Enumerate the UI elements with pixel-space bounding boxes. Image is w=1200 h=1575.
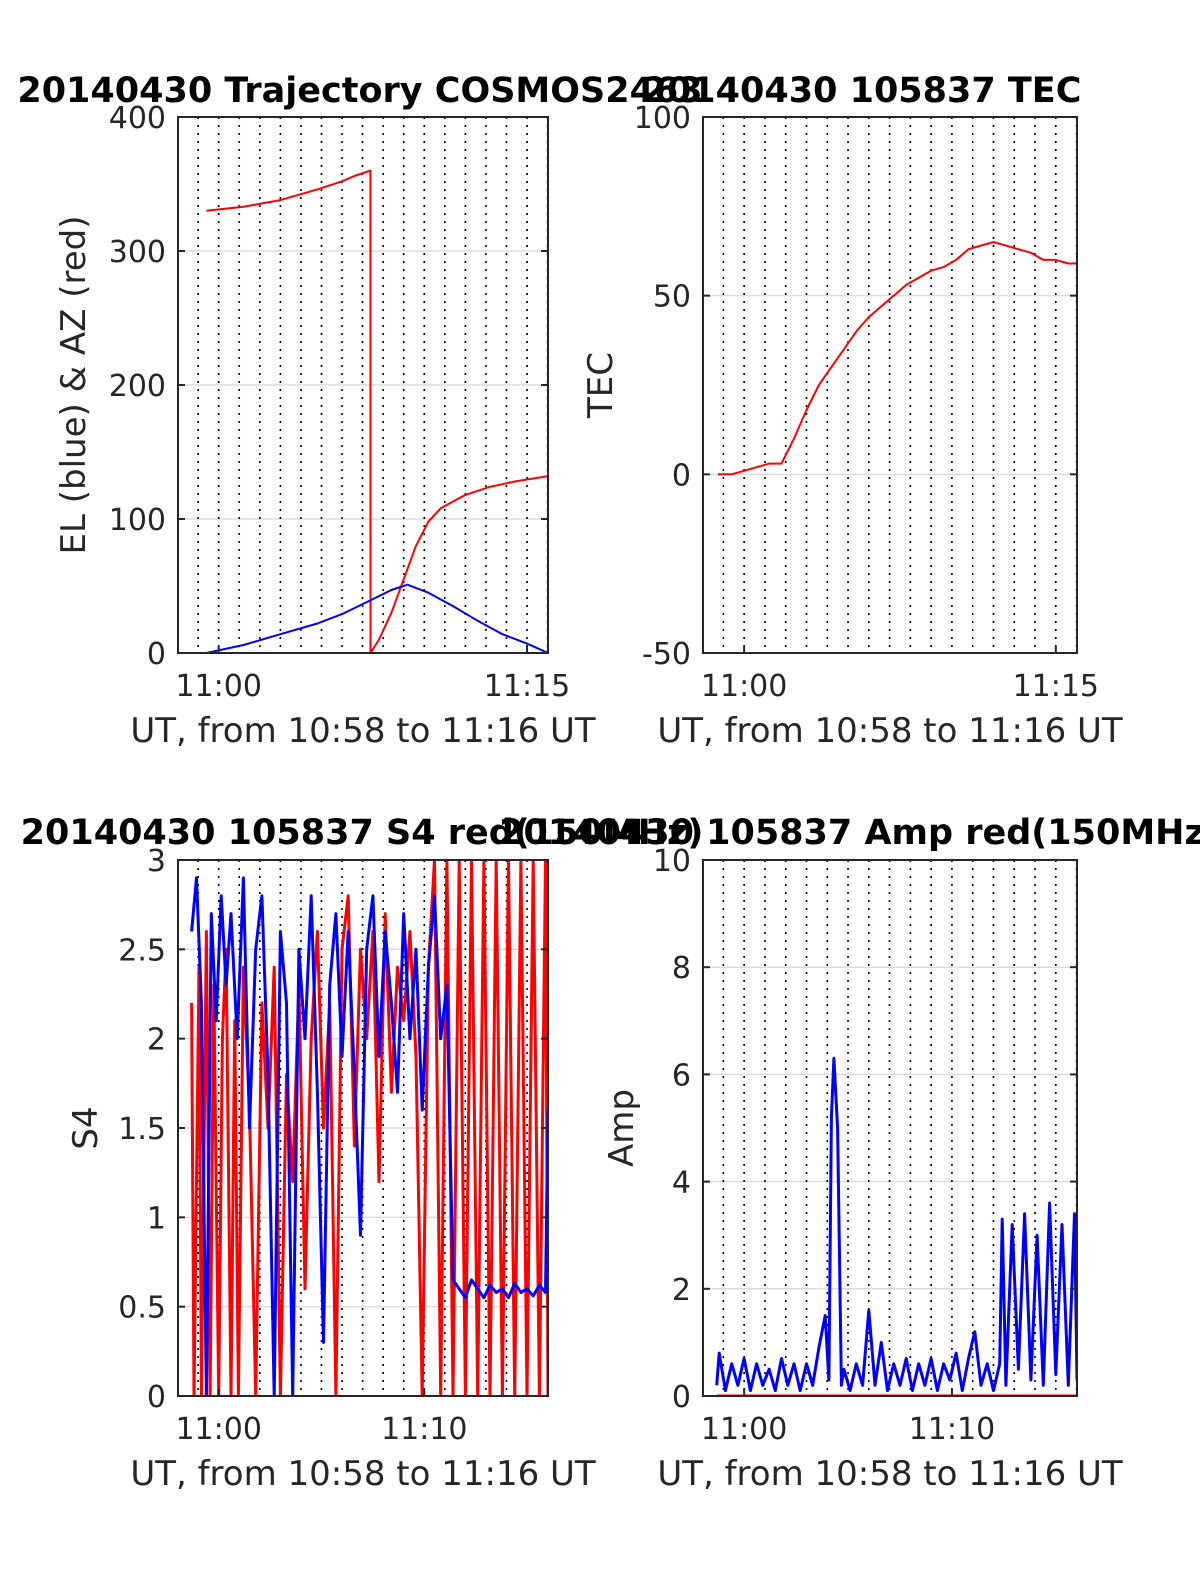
s4-title: 20140430 105837 S4 red(150MHz) <box>21 813 704 853</box>
trajectory-xlabel: UT, from 10:58 to 11:16 UT <box>130 711 596 751</box>
amp-ytick-label: 2 <box>672 1273 691 1308</box>
tec-ytick-label: 0 <box>672 458 691 493</box>
tec-series-0-line <box>718 241 1077 476</box>
s4-series-0-line <box>190 860 548 1396</box>
trajectory-ytick-label: 100 <box>109 503 166 538</box>
s4-xtick-label: 11:10 <box>381 1412 467 1447</box>
tec-axes-box <box>702 116 1078 654</box>
s4-ytick-label: 0.5 <box>118 1291 166 1326</box>
trajectory-series-1-line <box>206 583 548 653</box>
tec-ytick-label: 50 <box>653 280 691 315</box>
trajectory-ytick-label: 200 <box>109 369 166 404</box>
s4-panel: 0 0.5 1 1.5 2 2.5 3 11:00 11:10 UT, from 10:58 to… <box>21 813 704 1494</box>
s4-ytick-label: 2 <box>147 1023 166 1058</box>
tec-ylabel: TEC <box>581 352 621 419</box>
tec-panel: -50 0 50 100 11:00 11:15 UT, from 10:58 to 11:… <box>581 71 1123 751</box>
trajectory-xtick-label: 11:00 <box>175 669 261 704</box>
amp-xtick-label: 11:00 <box>701 1412 787 1447</box>
trajectory-ytick-label: 0 <box>147 637 166 672</box>
trajectory-title: 20140430 Trajectory COSMOS2463 <box>17 71 702 111</box>
tec-title: 20140430 105837 TEC <box>643 71 1082 111</box>
tec-xlabel: UT, from 10:58 to 11:16 UT <box>657 711 1123 751</box>
s4-xtick-label: 11:00 <box>175 1412 261 1447</box>
trajectory-ytick-label: 300 <box>109 235 166 270</box>
s4-ytick-label: 2.5 <box>118 933 166 968</box>
s4-ytick-label: 1.5 <box>118 1112 166 1147</box>
amp-ytick-label: 6 <box>672 1058 691 1093</box>
trajectory-ylabel: EL (blue) & AZ (red) <box>54 215 94 554</box>
tec-ytick-label: 100 <box>634 101 691 136</box>
s4-ytick-label: 0 <box>147 1380 166 1415</box>
amp-ytick-label: 10 <box>653 844 691 879</box>
trajectory-series-0-line <box>206 169 548 653</box>
amp-axes-box <box>702 859 1078 1397</box>
amp-xtick-label: 11:10 <box>909 1412 995 1447</box>
trajectory-ytick-label: 400 <box>109 101 166 136</box>
s4-ylabel: S4 <box>66 1106 106 1149</box>
amp-title: 20140430 105837 Amp red(150MHz) <box>499 813 1200 853</box>
trajectory-panel: 0 100 200 300 400 11:00 11:15 UT, from 10:58 to… <box>17 71 702 751</box>
amp-xlabel: UT, from 10:58 to 11:16 UT <box>657 1454 1123 1494</box>
amp-ylabel: Amp <box>602 1089 642 1167</box>
amp-ytick-label: 8 <box>672 951 691 986</box>
trajectory-xtick-label: 11:15 <box>484 669 570 704</box>
s4-xlabel: UT, from 10:58 to 11:16 UT <box>130 1454 596 1494</box>
amp-ytick-label: 4 <box>672 1166 691 1201</box>
tec-xtick-label: 11:15 <box>1013 669 1099 704</box>
s4-ytick-label: 1 <box>147 1201 166 1236</box>
amp-ytick-label: 0 <box>672 1380 691 1415</box>
tec-ytick-label: -50 <box>642 637 691 672</box>
s4-series-1-line <box>190 876 548 1396</box>
amp-series-1-line <box>715 1056 1077 1393</box>
amp-panel: 0 2 4 6 8 10 11:00 11:10 UT, from 10:58 to 11:16… <box>499 813 1200 1494</box>
s4-ytick-label: 3 <box>147 844 166 879</box>
tec-xtick-label: 11:00 <box>701 669 787 704</box>
